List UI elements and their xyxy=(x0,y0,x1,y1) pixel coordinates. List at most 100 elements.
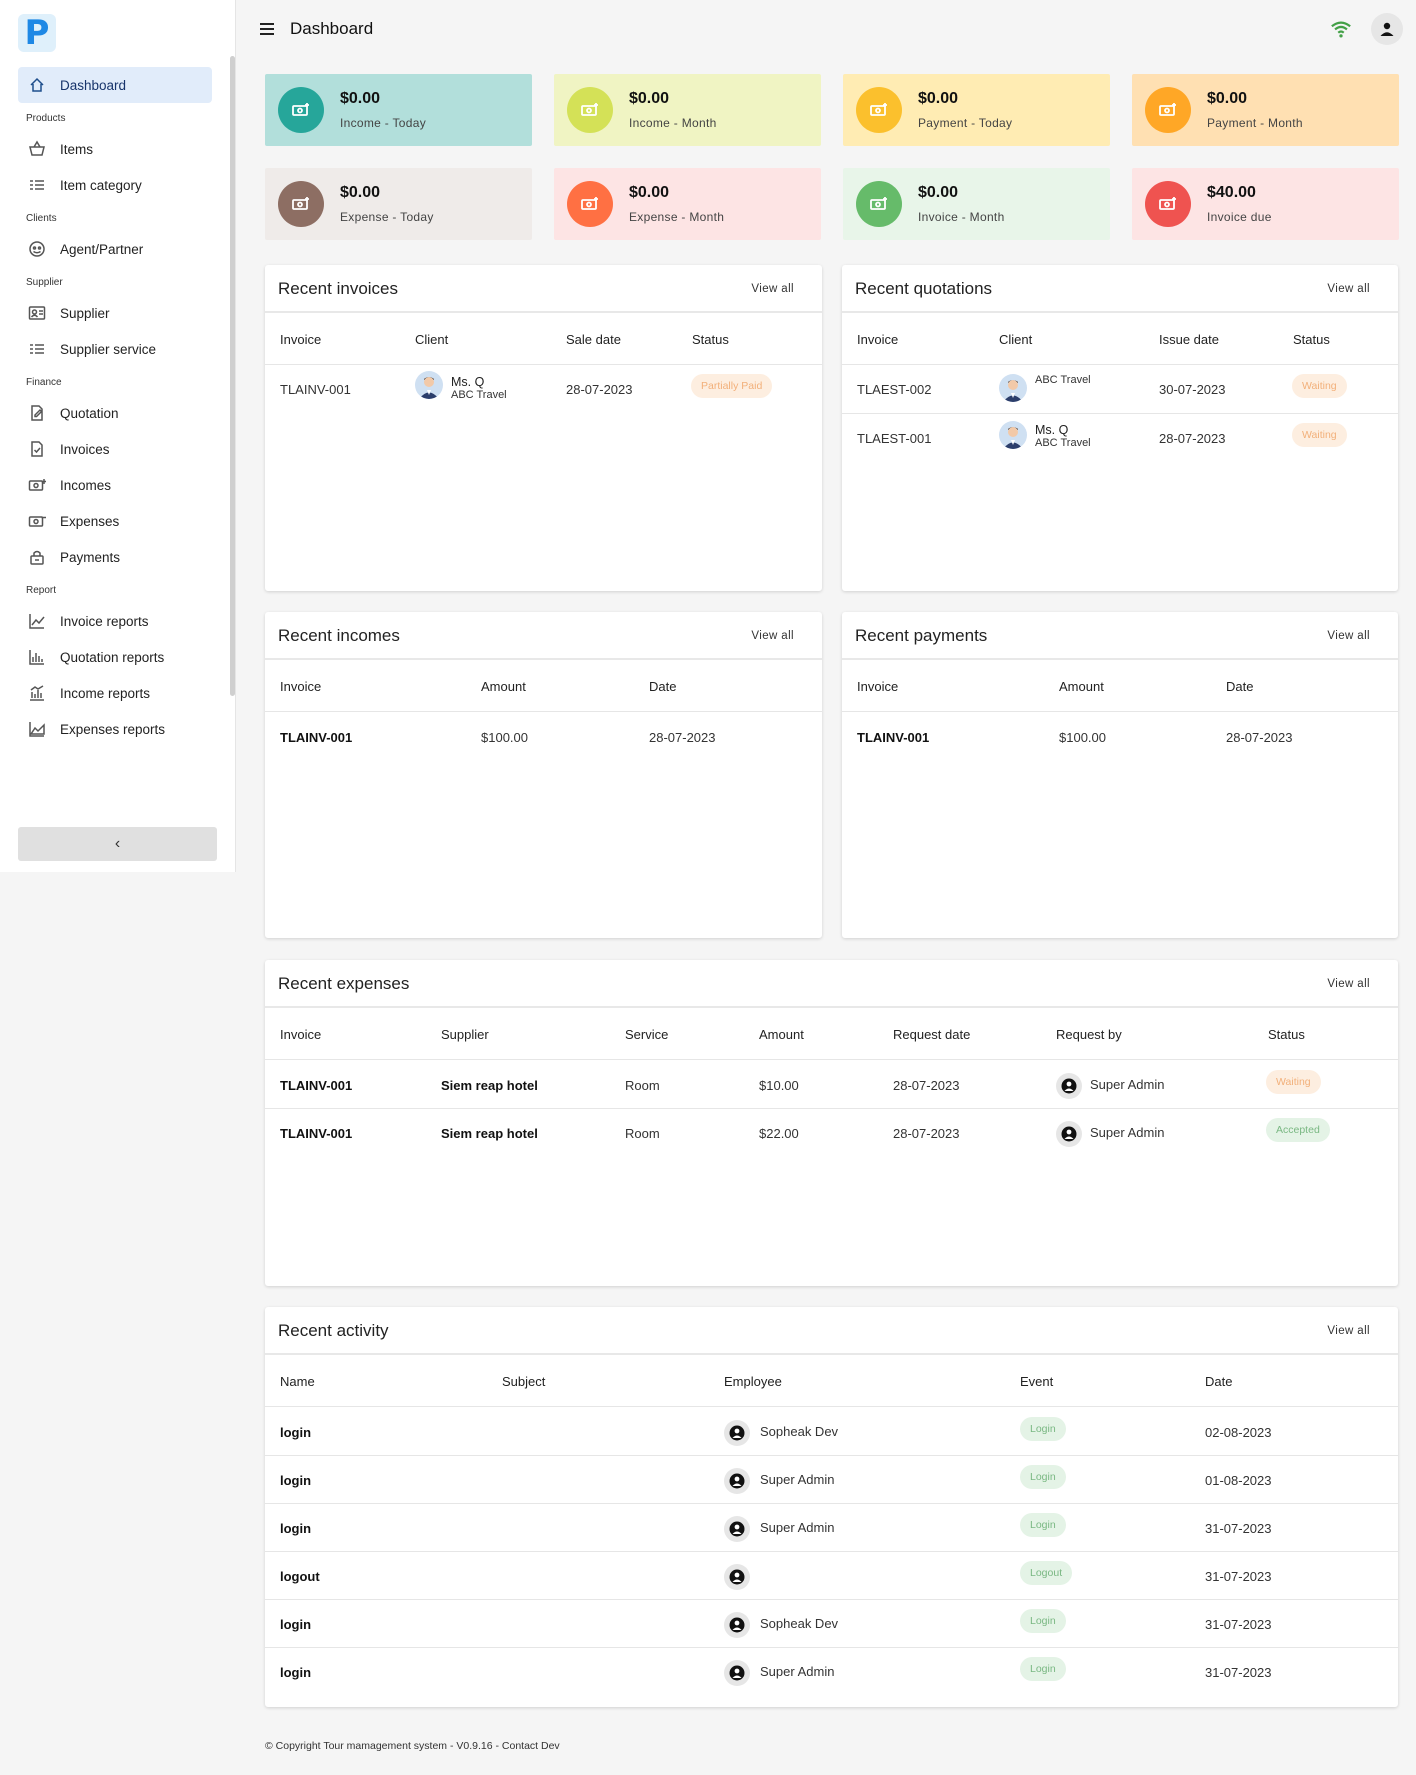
recent-expenses-card: Recent expenses View all Invoice Supplie… xyxy=(265,960,1398,1286)
sidebar-item-agent-partner[interactable]: Agent/Partner xyxy=(18,231,212,267)
basket-icon xyxy=(26,140,48,158)
view-all-expenses-link[interactable]: View all xyxy=(1327,978,1370,990)
sidebar-item-incomes[interactable]: Incomes xyxy=(18,467,212,503)
stat-label: Invoice - Month xyxy=(918,210,1005,224)
activity-name: login xyxy=(280,1425,312,1440)
sidebar-scrollbar[interactable] xyxy=(230,56,235,696)
sidebar-item-income-reports[interactable]: Income reports xyxy=(18,675,212,711)
stat-card-payment-today[interactable]: $0.00 Payment - Today xyxy=(843,74,1110,146)
amount: $10.00 xyxy=(759,1078,799,1093)
activity-name: logout xyxy=(280,1569,320,1584)
wifi-icon xyxy=(1331,21,1351,38)
column-header: Client xyxy=(999,332,1033,347)
stat-amount: $0.00 xyxy=(340,90,381,107)
user-menu-button[interactable] xyxy=(1371,13,1403,45)
sidebar-item-label: Supplier xyxy=(60,305,110,321)
client-company: ABC Travel xyxy=(1035,437,1091,449)
sidebar: P Dashboard Products Items Item category Cli… xyxy=(0,0,236,872)
stat-icon xyxy=(1145,87,1191,133)
stat-amount: $0.00 xyxy=(340,184,381,201)
client-name: Ms. Q xyxy=(1035,423,1069,437)
column-header: Amount xyxy=(759,1027,804,1042)
stat-card-payment-month[interactable]: $0.00 Payment - Month xyxy=(1132,74,1399,146)
column-header: Employee xyxy=(724,1374,782,1389)
stat-label: Income - Month xyxy=(629,116,717,130)
view-all-incomes-link[interactable]: View all xyxy=(751,630,794,642)
status-badge: Accepted xyxy=(1266,1118,1330,1142)
user-icon xyxy=(724,1564,750,1590)
view-all-payments-link[interactable]: View all xyxy=(1327,630,1370,642)
sidebar-item-dashboard[interactable]: Dashboard xyxy=(18,67,212,103)
sidebar-item-quotation[interactable]: Quotation xyxy=(18,395,212,431)
sidebar-item-payments[interactable]: Payments xyxy=(18,539,212,575)
user-icon xyxy=(724,1420,750,1446)
event-badge: Logout xyxy=(1020,1561,1073,1585)
invoice-number: TLAINV-001 xyxy=(857,730,930,745)
user-icon xyxy=(724,1516,750,1542)
stat-card-invoice-month[interactable]: $0.00 Invoice - Month xyxy=(843,168,1110,240)
issue-date: 28-07-2023 xyxy=(1159,431,1226,446)
user-icon xyxy=(724,1660,750,1686)
employee-name: Super Admin xyxy=(760,1664,835,1679)
stat-card-invoice-due[interactable]: $40.00 Invoice due xyxy=(1132,168,1399,240)
sidebar-item-expenses[interactable]: Expenses xyxy=(18,503,212,539)
activity-date: 01-08-2023 xyxy=(1205,1473,1272,1488)
stat-icon xyxy=(278,87,324,133)
client-avatar xyxy=(999,421,1027,449)
sidebar-item-invoices[interactable]: Invoices xyxy=(18,431,212,467)
income-chart-icon xyxy=(26,684,48,702)
contact-dev-link[interactable]: Contact Dev xyxy=(501,1740,560,1752)
sidebar-item-invoice-reports[interactable]: Invoice reports xyxy=(18,603,212,639)
stat-amount: $0.00 xyxy=(1207,90,1248,107)
money-out-icon xyxy=(26,512,48,530)
sidebar-item-quotation-reports[interactable]: Quotation reports xyxy=(18,639,212,675)
invoice-number: TLAINV-001 xyxy=(280,1126,353,1141)
column-header: Status xyxy=(1293,332,1330,347)
view-all-quotations-link[interactable]: View all xyxy=(1327,283,1370,295)
date: 28-07-2023 xyxy=(649,730,716,745)
sidebar-item-label: Expenses reports xyxy=(60,721,166,737)
user-icon xyxy=(1056,1073,1082,1099)
service-name: Room xyxy=(625,1126,660,1141)
activity-date: 31-07-2023 xyxy=(1205,1665,1272,1680)
sidebar-item-supplier[interactable]: Supplier xyxy=(18,295,212,331)
recent-invoices-card: Recent invoices View all Invoice Client … xyxy=(265,265,822,591)
status-badge: Waiting xyxy=(1266,1070,1321,1094)
document-edit-icon xyxy=(26,404,48,422)
sidebar-item-expenses-reports[interactable]: Expenses reports xyxy=(18,711,212,747)
card-header: Recent expenses View all xyxy=(265,960,1398,1008)
app-logo[interactable]: P xyxy=(18,13,56,53)
status-badge: Waiting xyxy=(1292,423,1347,447)
sidebar-item-item-category[interactable]: Item category xyxy=(18,167,212,203)
stat-card-income-month[interactable]: $0.00 Income - Month xyxy=(554,74,821,146)
sidebar-item-label: Quotation xyxy=(60,405,119,421)
menu-icon[interactable] xyxy=(260,20,278,38)
stat-amount: $0.00 xyxy=(918,90,959,107)
column-header: Status xyxy=(1268,1027,1305,1042)
stat-card-expense-month[interactable]: $0.00 Expense - Month xyxy=(554,168,821,240)
area-chart-icon xyxy=(26,720,48,738)
view-all-invoices-link[interactable]: View all xyxy=(751,283,794,295)
sidebar-item-label: Invoice reports xyxy=(60,613,149,629)
stat-card-income-today[interactable]: $0.00 Income - Today xyxy=(265,74,532,146)
view-all-activity-link[interactable]: View all xyxy=(1327,1325,1370,1337)
stat-card-expense-today[interactable]: $0.00 Expense - Today xyxy=(265,168,532,240)
stat-amount: $0.00 xyxy=(629,184,670,201)
column-header: Client xyxy=(415,332,449,347)
event-badge: Login xyxy=(1020,1417,1066,1441)
activity-name: login xyxy=(280,1617,312,1632)
card-title: Recent invoices xyxy=(278,279,399,298)
stat-icon xyxy=(567,87,613,133)
bar-chart-icon xyxy=(26,648,48,666)
employee-name: Sopheak Dev xyxy=(760,1424,839,1439)
collapse-sidebar-button[interactable]: ‹ xyxy=(18,827,217,861)
sidebar-item-items[interactable]: Items xyxy=(18,131,212,167)
invoice-number: TLAINV-001 xyxy=(280,1078,353,1093)
recent-quotations-card: Recent quotations View all Invoice Clien… xyxy=(842,265,1398,591)
card-header: Recent quotations View all xyxy=(842,265,1398,313)
sidebar-item-supplier-service[interactable]: Supplier service xyxy=(18,331,212,367)
id-card-icon xyxy=(26,304,48,322)
line-chart-icon xyxy=(26,612,48,630)
requester-name: Super Admin xyxy=(1090,1077,1165,1092)
request-date: 28-07-2023 xyxy=(893,1078,960,1093)
